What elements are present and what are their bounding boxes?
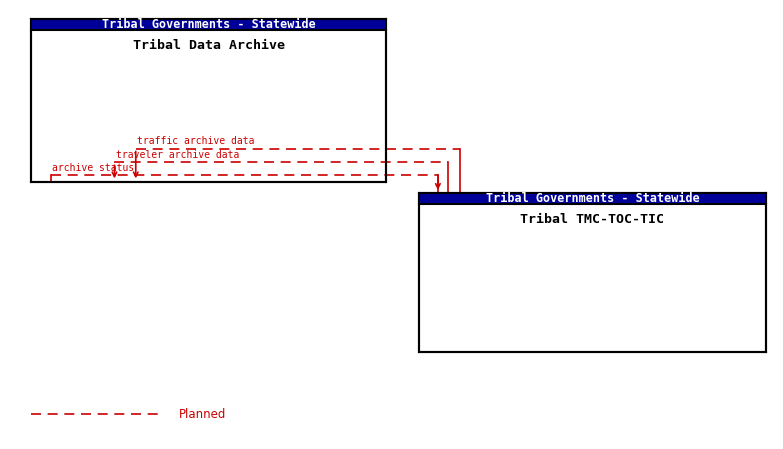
Text: Planned: Planned [179,408,226,421]
Text: Tribal Governments - Statewide: Tribal Governments - Statewide [102,18,316,31]
Text: Tribal Data Archive: Tribal Data Archive [132,39,284,52]
Bar [31,19,386,31]
Text: Tribal TMC-TOC-TIC: Tribal TMC-TOC-TIC [521,213,665,226]
Text: traveler archive data: traveler archive data [116,150,240,160]
Text: Tribal Governments - Statewide: Tribal Governments - Statewide [485,192,699,205]
Bar [419,193,766,204]
Text: archive status: archive status [52,163,135,173]
Bar [31,19,386,182]
Text: traffic archive data: traffic archive data [137,136,254,146]
Bar [419,193,766,352]
